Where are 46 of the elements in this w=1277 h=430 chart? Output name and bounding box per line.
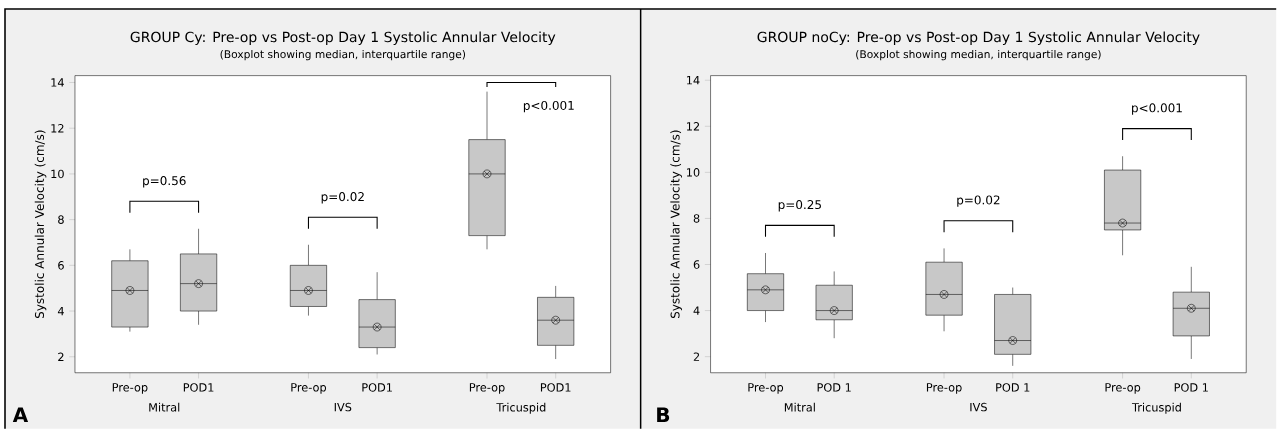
text: IVS xyxy=(334,403,352,412)
x-tick-label: Pre-op xyxy=(469,383,505,395)
x-tick-label: Pre-op xyxy=(291,383,327,395)
y-tick-label: 14 xyxy=(51,78,64,87)
text: IVS xyxy=(970,403,987,412)
x-tick-label: POD1 xyxy=(362,383,392,392)
y-axis-title: Systolic Annular Velocity (cm/s) xyxy=(34,130,47,319)
annotation: p=0.02 xyxy=(957,195,1000,208)
annotation: p<0.001 xyxy=(1132,103,1182,115)
y-tick-label: 6 xyxy=(693,260,700,270)
text: Mitral xyxy=(149,403,180,412)
y-tick-label: 10 xyxy=(687,168,700,177)
x-tick-label: Pre-op xyxy=(1105,383,1141,395)
y-tick-label: 2 xyxy=(693,352,700,362)
y-tick-label: 10 xyxy=(51,169,64,179)
chart-title: GROUP Cy: Pre-op vs Post-op Day 1 Systolic Annular Velocity xyxy=(130,31,556,46)
x-tick-label: Pre-op xyxy=(112,383,148,395)
y-tick-label: 14 xyxy=(687,76,700,85)
x-tick-label: POD 1 xyxy=(817,383,851,392)
annotation: p=0.56 xyxy=(143,176,186,188)
annotation: p<0.001 xyxy=(523,101,574,113)
y-tick-label: 8 xyxy=(58,215,64,225)
x-tick-label: POD 1 xyxy=(996,383,1030,392)
chart-subtitle: (Boxplot showing median, interquartile range) xyxy=(856,50,1101,61)
text: A xyxy=(12,407,29,423)
text: B xyxy=(657,407,670,423)
text: Mitral xyxy=(784,403,815,412)
text: Tricuspid xyxy=(1131,403,1181,414)
x-tick-label: Pre-op xyxy=(748,383,784,395)
y-tick-label: 8 xyxy=(693,214,700,223)
x-tick-label: Pre-op xyxy=(926,383,962,395)
y-tick-label: 6 xyxy=(58,261,64,270)
y-tick-label: 4 xyxy=(57,307,64,316)
chart-subtitle: (Boxplot showing median, interquartile range) xyxy=(220,50,466,61)
y-axis-title: Systolic Annular Velocity (cm/s) xyxy=(670,130,682,319)
x-tick-label: POD 1 xyxy=(1174,383,1208,392)
annotation: p=0.25 xyxy=(778,200,821,212)
y-tick-label: 12 xyxy=(687,122,700,131)
x-tick-label: POD1 xyxy=(183,383,214,392)
y-tick-label: 2 xyxy=(58,352,64,362)
text: Tricuspid xyxy=(496,403,546,414)
y-tick-label: 12 xyxy=(51,124,64,133)
x-tick-label: POD1 xyxy=(540,383,571,392)
chart-title: GROUP noCy: Pre-op vs Post-op Day 1 Systolic Annular Velocity xyxy=(757,31,1200,46)
y-tick-label: 4 xyxy=(693,306,700,315)
annotation: p=0.02 xyxy=(321,192,364,204)
